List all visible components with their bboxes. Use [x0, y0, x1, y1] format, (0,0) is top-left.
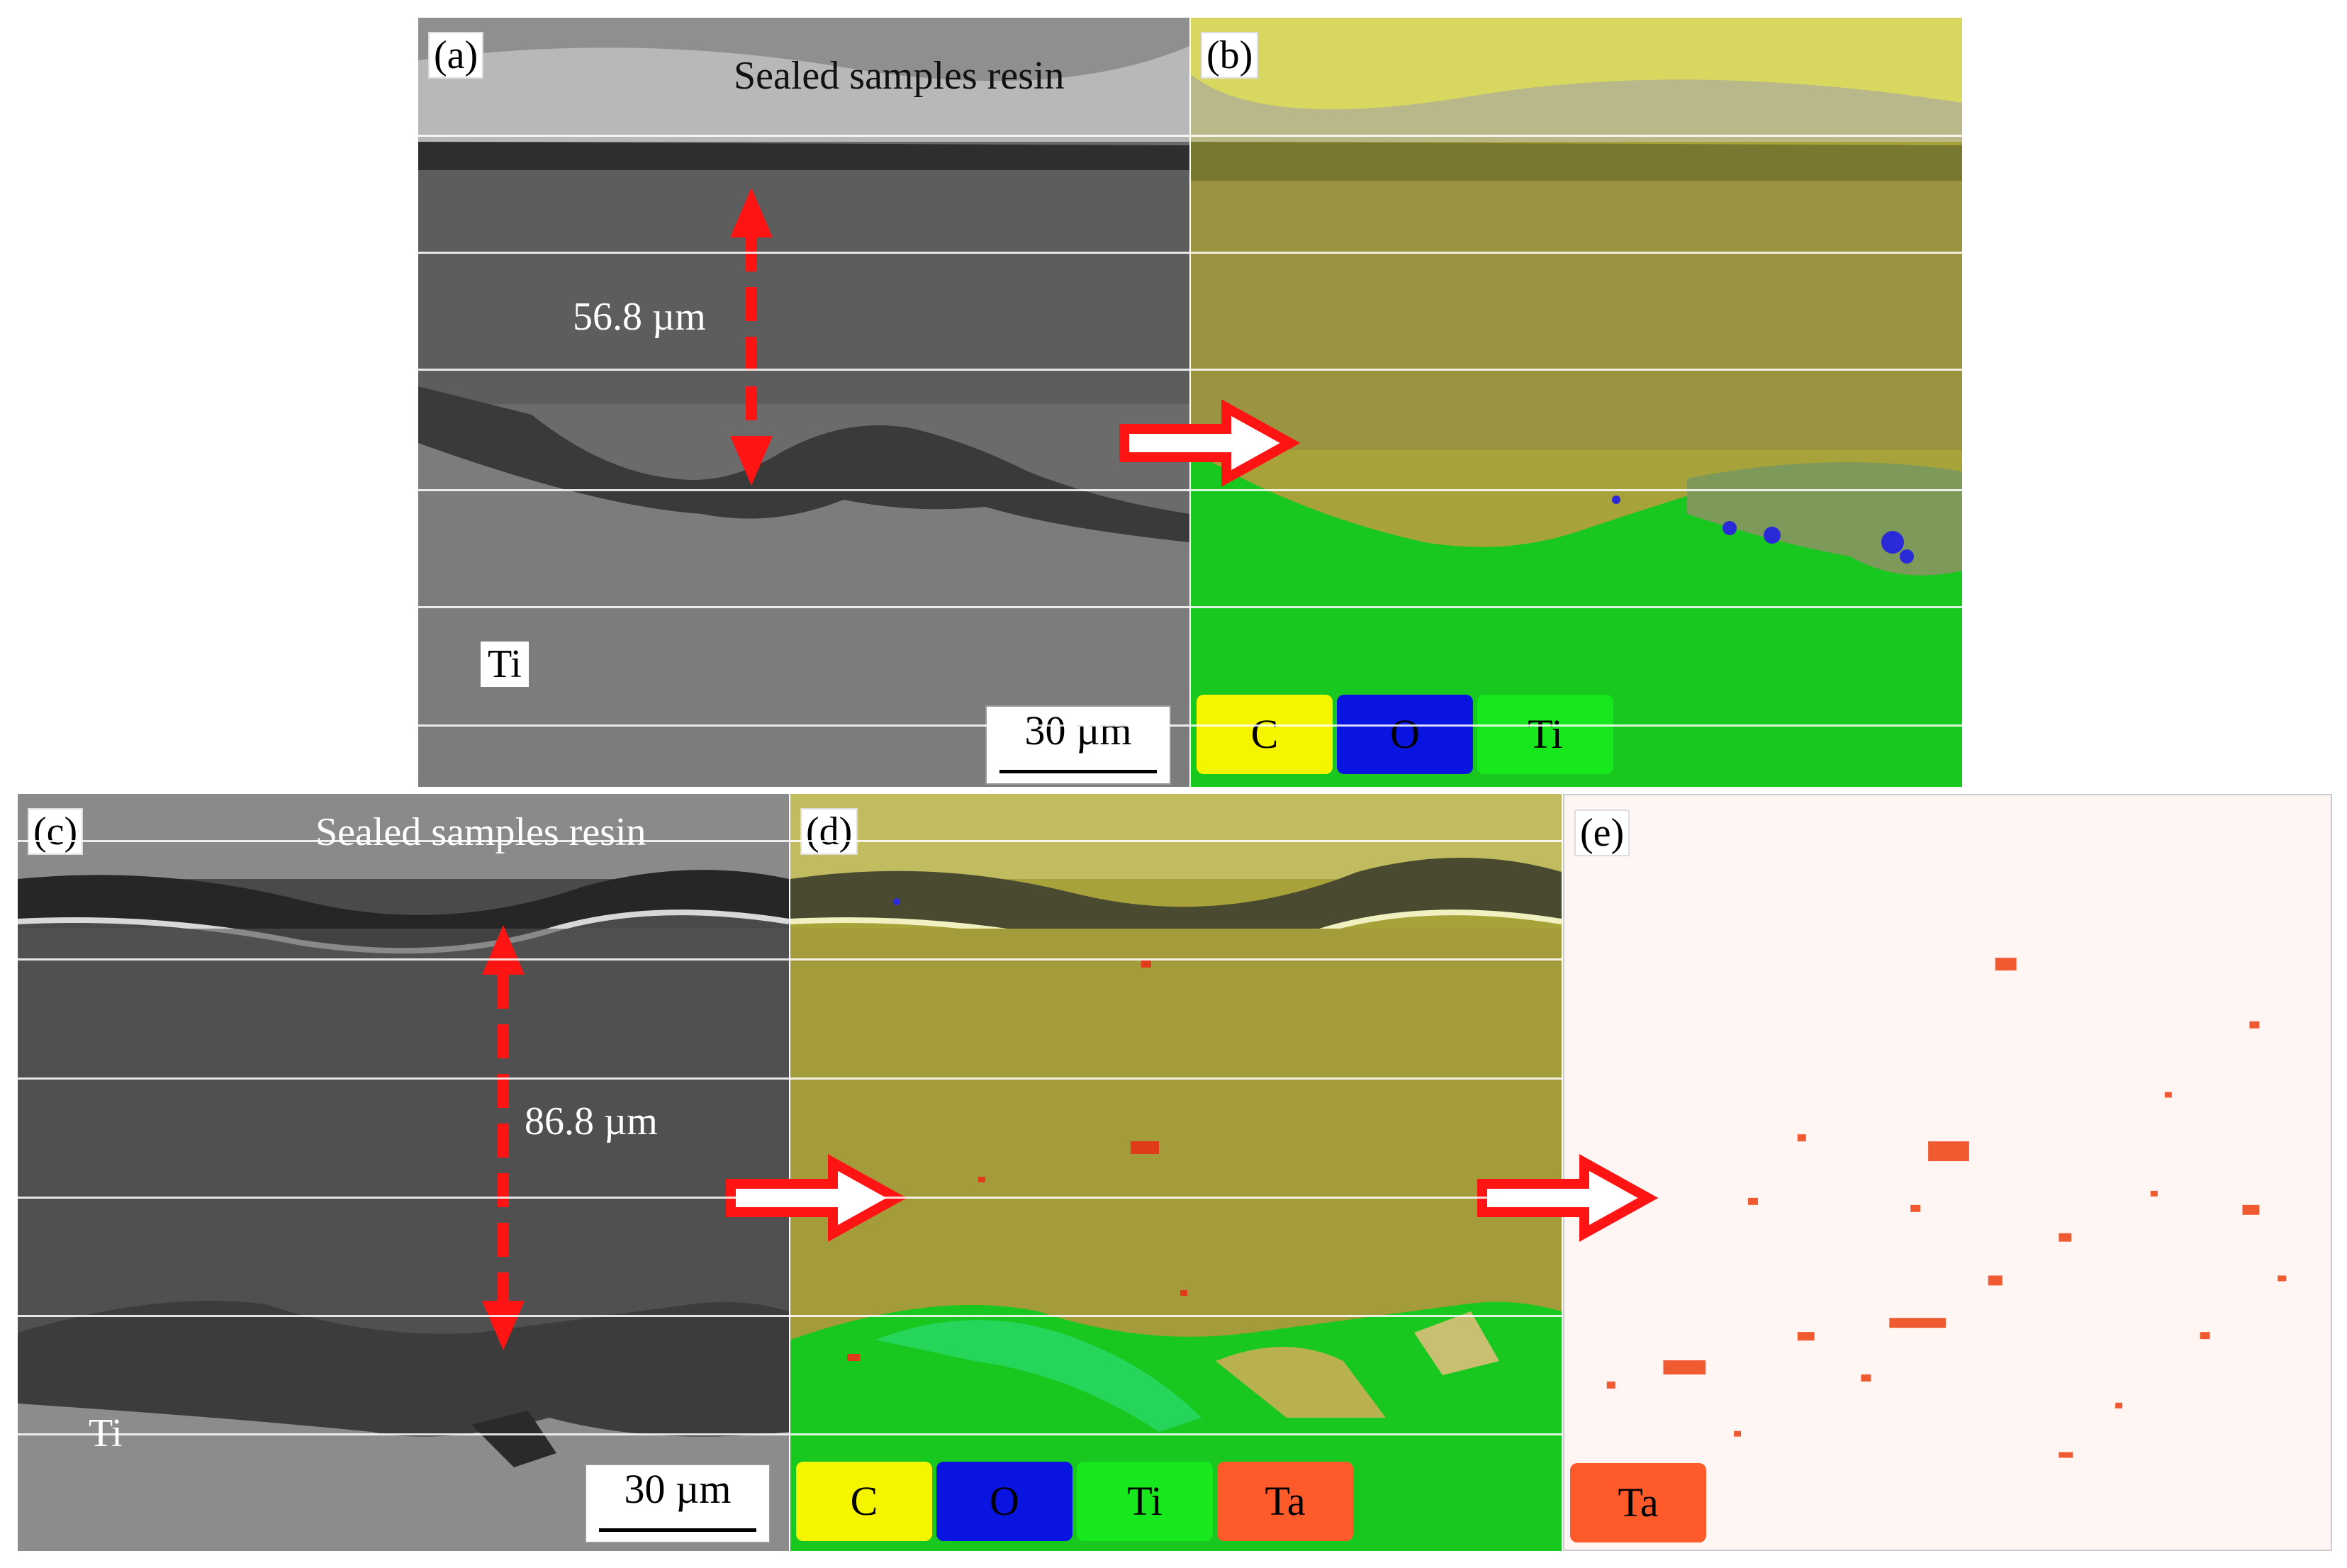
guide-line — [18, 958, 1562, 961]
legend-d-ta: Ta — [1217, 1462, 1353, 1541]
legend-b-o: O — [1337, 695, 1473, 774]
arrow-d-to-e — [1477, 1154, 1659, 1242]
panel-c-sem-image: (c) Sealed samples resin 86.8 µm Ti 30 µ… — [18, 794, 789, 1551]
panel-label-a: (a) — [428, 32, 484, 79]
thickness-label-a: 56.8 µm — [573, 295, 706, 339]
scale-line-a — [999, 770, 1157, 773]
panel-label-c: (c) — [28, 808, 84, 855]
scale-bar-c: 30 µm — [585, 1464, 771, 1543]
panel-b-eds-map: (b) C O Ti — [1191, 18, 1962, 787]
panel-label-d: (d) — [800, 808, 858, 855]
guide-line — [418, 606, 1962, 608]
guide-line — [418, 489, 1962, 491]
legend-d-c: C — [796, 1462, 932, 1541]
guide-line — [18, 1433, 1562, 1435]
panel-d-eds-map: (d) C O Ti Ta — [790, 794, 1562, 1551]
legend-d-o: O — [936, 1462, 1072, 1541]
guide-line — [418, 369, 1962, 371]
scale-bar-a: 30 µm — [985, 705, 1171, 785]
panel-a-sem-image: (a) Sealed samples resin 56.8 µm Ti 30 µ… — [418, 18, 1189, 787]
legend-e-ta: Ta — [1570, 1463, 1706, 1542]
scale-text-a: 30 µm — [1024, 707, 1132, 754]
guide-line — [418, 135, 1962, 137]
thickness-double-arrow-c — [482, 925, 525, 1350]
legend-b-ti: Ti — [1477, 695, 1613, 774]
resin-label-a: Sealed samples resin — [734, 54, 1065, 98]
sem-micrograph-c — [18, 794, 789, 1551]
arrow-a-to-b — [1119, 399, 1301, 487]
legend-b-c: C — [1197, 695, 1333, 774]
guide-line — [18, 1315, 1562, 1317]
sem-micrograph-a — [418, 18, 1189, 787]
panel-e-ta-map: (e) Ta — [1563, 794, 2332, 1551]
scale-text-c: 30 µm — [624, 1466, 732, 1512]
guide-line — [18, 840, 1562, 842]
substrate-label-a: Ti — [481, 642, 529, 687]
guide-line — [418, 724, 1962, 727]
panel-label-e: (e) — [1574, 810, 1630, 856]
eds-map-d — [790, 794, 1562, 1551]
guide-line — [18, 1077, 1562, 1080]
thickness-label-c: 86.8 µm — [525, 1099, 658, 1143]
panel-label-b: (b) — [1201, 32, 1259, 79]
guide-line — [18, 1197, 1562, 1199]
resin-label-c: Sealed samples resin — [315, 810, 646, 854]
thickness-double-arrow-a — [730, 188, 773, 486]
legend-d-ti: Ti — [1077, 1462, 1213, 1541]
eds-map-e — [1564, 795, 2331, 1550]
scale-line-c — [599, 1528, 756, 1532]
eds-map-b — [1191, 18, 1962, 787]
guide-line — [418, 252, 1962, 254]
